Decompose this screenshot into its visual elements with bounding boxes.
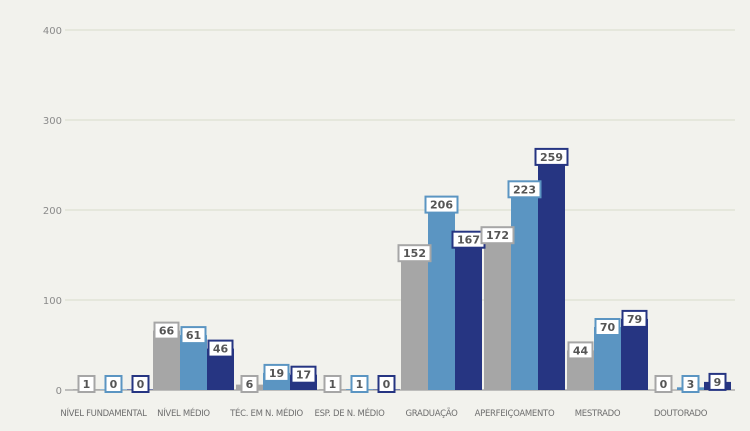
data-label: 0: [660, 378, 668, 391]
data-label-box: [681, 375, 700, 393]
data-label-box: [323, 375, 342, 393]
bar: [621, 318, 648, 390]
x-category-label: DOUTORADO: [654, 409, 708, 419]
data-label-box: [397, 244, 432, 263]
bar: [401, 253, 428, 390]
data-label: 172: [486, 229, 509, 242]
data-label: 9: [714, 376, 722, 389]
data-label: 66: [159, 325, 175, 338]
data-label: 0: [137, 378, 145, 391]
x-category-label: MESTRADO: [575, 409, 621, 419]
bars: [73, 156, 731, 390]
data-label-box: [290, 365, 317, 384]
data-label-box: [480, 226, 515, 245]
data-label: 259: [540, 151, 563, 164]
x-category-label: APERFEIÇOAMENTO: [475, 409, 555, 419]
x-category-label: NÍVEL FUNDAMENTAL: [60, 407, 147, 419]
data-label-box: [263, 363, 290, 382]
data-label-box: [534, 147, 569, 166]
data-label-box: [377, 375, 396, 393]
data-label: 152: [403, 247, 426, 260]
data-label-box: [131, 375, 150, 393]
data-label: 19: [269, 367, 284, 380]
x-category-label: GRADUAÇÃO: [406, 408, 459, 419]
x-category-label: ESP. DE N. MÉDIO: [315, 407, 386, 419]
data-label-box: [507, 180, 542, 199]
data-label: 3: [687, 378, 695, 391]
x-category-label: TÉC. EM N. MÉDIO: [229, 407, 303, 419]
data-label: 223: [513, 183, 536, 196]
data-label-box: [350, 375, 369, 393]
data-label: 1: [83, 378, 91, 391]
data-label: 0: [110, 378, 118, 391]
data-label-box: [654, 375, 673, 393]
y-tick-label: 0: [56, 386, 62, 397]
data-label-box: [240, 375, 259, 393]
data-labels: 1 0 0 66 61 46 6 19 17 1 1 0 152 206 167 172 223 259 44 70 7…: [77, 147, 727, 393]
data-label-box: [77, 375, 96, 393]
data-label-box: [153, 321, 180, 340]
data-label: 17: [296, 369, 311, 382]
data-label-box: [104, 375, 123, 393]
data-label-box: [180, 326, 207, 345]
bar: [484, 235, 511, 390]
data-label-box: [207, 339, 234, 358]
y-tick-label: 400: [43, 26, 62, 37]
y-axis-ticks: 0 100 200 300 400: [43, 26, 62, 397]
data-label: 1: [356, 378, 364, 391]
y-tick-label: 100: [43, 296, 62, 307]
data-label-box: [708, 372, 727, 391]
data-label: 1: [329, 378, 337, 391]
data-label: 167: [457, 234, 480, 247]
bar: [511, 189, 538, 390]
data-label-box: [594, 318, 621, 336]
data-label-box: [567, 341, 594, 360]
data-label: 0: [383, 378, 391, 391]
data-label: 46: [213, 343, 229, 356]
y-tick-label: 200: [43, 206, 62, 217]
data-label: 44: [573, 344, 589, 357]
data-label: 61: [186, 329, 201, 342]
data-label: 206: [430, 199, 453, 212]
bar: [594, 327, 621, 390]
data-label: 70: [600, 321, 616, 334]
data-label-box: [424, 195, 459, 214]
bar: [538, 156, 565, 390]
bar: [428, 204, 455, 390]
bar: [153, 330, 180, 390]
bar: [455, 239, 482, 390]
data-label: 6: [246, 378, 254, 391]
y-tick-label: 300: [43, 116, 62, 127]
x-axis-categories: NÍVEL FUNDAMENTAL NÍVEL MÉDIO TÉC. EM N. M…: [60, 407, 708, 419]
x-category-label: NÍVEL MÉDIO: [157, 407, 210, 419]
bar: [180, 335, 207, 390]
data-label-box: [621, 309, 648, 328]
data-label: 79: [627, 313, 642, 326]
